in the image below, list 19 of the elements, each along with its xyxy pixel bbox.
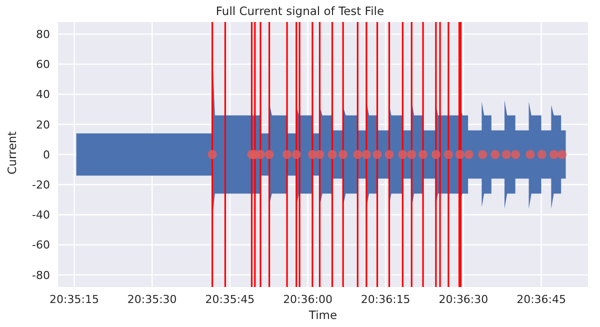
y-tick-label: -80 xyxy=(32,268,50,282)
x-axis-title: Time xyxy=(308,308,338,322)
chart-title: Full Current signal of Test File xyxy=(214,4,386,18)
y-tick-label: 40 xyxy=(36,88,50,102)
x-tick-label: 20:36:45 xyxy=(516,292,566,306)
x-tick-label: 20:36:15 xyxy=(360,292,410,306)
y-tick-label: -60 xyxy=(32,238,50,252)
y-axis-title: Current xyxy=(5,130,20,174)
x-tick-label: 20:35:15 xyxy=(50,292,99,306)
x-tick-label: 20:36:00 xyxy=(283,292,332,306)
y-tick-label: 80 xyxy=(36,28,50,41)
x-tick-label: 20:35:30 xyxy=(127,292,177,306)
x-tick-label: 20:35:45 xyxy=(205,292,255,306)
y-tick-label: 0 xyxy=(43,148,50,162)
y-tick-label: -20 xyxy=(32,178,50,192)
y-tick-label: 20 xyxy=(36,118,50,132)
x-tick-label: 20:36:30 xyxy=(438,292,488,306)
y-tick-label: -40 xyxy=(32,208,50,222)
y-tick-label: 60 xyxy=(36,58,50,72)
